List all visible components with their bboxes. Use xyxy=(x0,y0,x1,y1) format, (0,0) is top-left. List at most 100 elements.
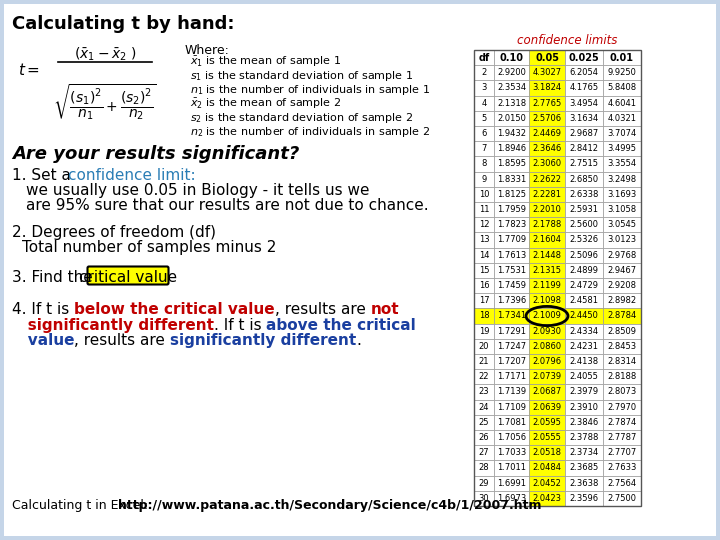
Text: 2.8982: 2.8982 xyxy=(608,296,636,305)
Text: 1.7341: 1.7341 xyxy=(497,312,526,321)
Text: significantly different: significantly different xyxy=(12,318,214,333)
Text: 2.8188: 2.8188 xyxy=(608,372,636,381)
Bar xyxy=(603,96,641,111)
Bar xyxy=(494,65,529,80)
Bar xyxy=(603,354,641,369)
Bar xyxy=(565,141,603,157)
Text: 2.2281: 2.2281 xyxy=(533,190,562,199)
Bar xyxy=(565,111,603,126)
Text: 1.7033: 1.7033 xyxy=(497,448,526,457)
Bar xyxy=(529,126,565,141)
Bar xyxy=(603,248,641,263)
Text: 4.3027: 4.3027 xyxy=(532,68,562,77)
Bar xyxy=(603,430,641,445)
Bar xyxy=(565,323,603,339)
Text: confidence limit:: confidence limit: xyxy=(68,168,196,183)
Text: 2.7707: 2.7707 xyxy=(608,448,636,457)
Bar xyxy=(474,461,494,476)
Text: 1.7139: 1.7139 xyxy=(497,388,526,396)
FancyBboxPatch shape xyxy=(88,267,168,285)
Bar xyxy=(474,263,494,278)
Text: critical value: critical value xyxy=(79,270,177,285)
Text: 2.9687: 2.9687 xyxy=(570,129,598,138)
Bar xyxy=(529,248,565,263)
Bar xyxy=(529,476,565,491)
Bar xyxy=(603,461,641,476)
Text: 3.1824: 3.1824 xyxy=(532,84,562,92)
Bar xyxy=(494,80,529,96)
Text: 2.3638: 2.3638 xyxy=(570,478,599,488)
Bar xyxy=(474,172,494,187)
Bar xyxy=(474,248,494,263)
Text: 4.6041: 4.6041 xyxy=(608,99,636,107)
Text: 3.4995: 3.4995 xyxy=(608,144,636,153)
Text: 2.7765: 2.7765 xyxy=(532,99,562,107)
Bar xyxy=(494,415,529,430)
Text: 0.025: 0.025 xyxy=(569,52,599,63)
Bar xyxy=(529,217,565,232)
Bar xyxy=(494,476,529,491)
Bar xyxy=(565,476,603,491)
Text: 18: 18 xyxy=(479,312,490,321)
Bar xyxy=(529,65,565,80)
Bar xyxy=(529,202,565,217)
Text: 3.7074: 3.7074 xyxy=(608,129,636,138)
Bar xyxy=(494,263,529,278)
Bar xyxy=(474,430,494,445)
Text: 2.2622: 2.2622 xyxy=(533,175,562,184)
Text: 2.3734: 2.3734 xyxy=(570,448,598,457)
Bar xyxy=(603,323,641,339)
Text: 4.0321: 4.0321 xyxy=(608,114,636,123)
Bar xyxy=(565,308,603,323)
Bar xyxy=(474,308,494,323)
Bar xyxy=(565,445,603,461)
Text: 8: 8 xyxy=(481,159,487,168)
Text: 13: 13 xyxy=(479,235,490,245)
Bar xyxy=(529,445,565,461)
Bar xyxy=(494,50,529,65)
Bar xyxy=(603,445,641,461)
Text: 1.9432: 1.9432 xyxy=(497,129,526,138)
Bar xyxy=(603,202,641,217)
Text: , results are: , results are xyxy=(74,333,170,348)
Bar xyxy=(529,354,565,369)
Text: 3.2498: 3.2498 xyxy=(608,175,636,184)
Bar xyxy=(494,308,529,323)
Text: 2.0484: 2.0484 xyxy=(533,463,562,472)
Text: 2.6338: 2.6338 xyxy=(570,190,599,199)
Bar xyxy=(603,278,641,293)
Bar xyxy=(565,217,603,232)
Text: 21: 21 xyxy=(479,357,490,366)
Text: 2.6850: 2.6850 xyxy=(570,175,598,184)
Text: 2.9200: 2.9200 xyxy=(497,68,526,77)
Bar xyxy=(474,232,494,248)
Text: 2.8784: 2.8784 xyxy=(608,312,636,321)
Bar xyxy=(494,172,529,187)
Text: not: not xyxy=(371,302,399,317)
Bar xyxy=(529,80,565,96)
Bar xyxy=(474,65,494,80)
Bar xyxy=(565,430,603,445)
Text: 3.4954: 3.4954 xyxy=(570,99,598,107)
Text: Calculating t by hand:: Calculating t by hand: xyxy=(12,15,235,33)
Text: 23: 23 xyxy=(479,388,490,396)
Text: 1.7081: 1.7081 xyxy=(497,418,526,427)
Text: we usually use 0.05 in Biology - it tells us we: we usually use 0.05 in Biology - it tell… xyxy=(26,183,369,198)
Text: 5.8408: 5.8408 xyxy=(608,84,636,92)
Bar xyxy=(529,430,565,445)
Text: 2.8073: 2.8073 xyxy=(608,388,636,396)
Text: 2.1318: 2.1318 xyxy=(497,99,526,107)
Bar xyxy=(474,293,494,308)
Bar xyxy=(565,65,603,80)
Text: 28: 28 xyxy=(479,463,490,472)
Text: 2.3596: 2.3596 xyxy=(570,494,598,503)
Bar xyxy=(529,339,565,354)
Text: 2.7515: 2.7515 xyxy=(570,159,598,168)
Text: 1.7109: 1.7109 xyxy=(497,403,526,411)
Text: significantly different: significantly different xyxy=(170,333,356,348)
Text: 15: 15 xyxy=(479,266,490,275)
Text: Where:: Where: xyxy=(185,44,230,57)
Bar xyxy=(494,384,529,400)
Text: 2.1604: 2.1604 xyxy=(533,235,562,245)
Bar xyxy=(529,293,565,308)
